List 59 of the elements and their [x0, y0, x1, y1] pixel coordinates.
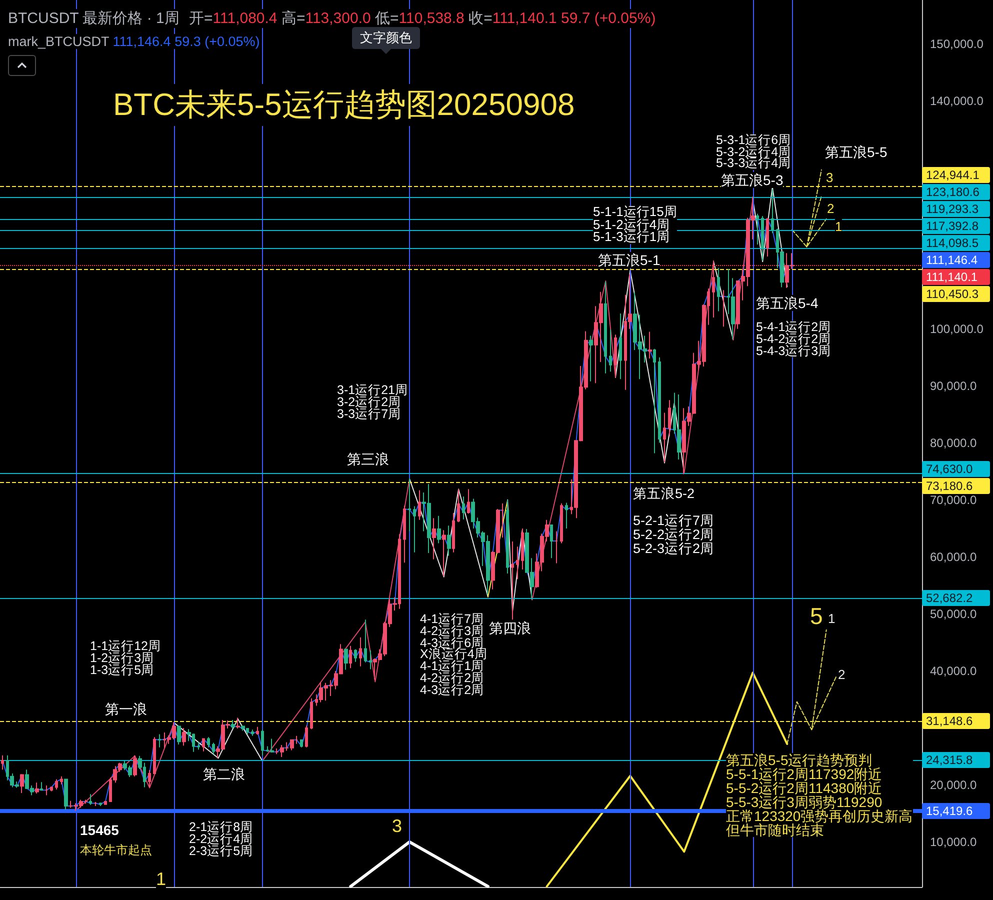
- y-tick-label: 50,000.0: [930, 606, 978, 621]
- text: BTC未来5-5运行趋势图20250908: [113, 84, 575, 126]
- annotation: 2: [838, 667, 846, 682]
- annotation: 第五浪5-1: [598, 252, 660, 268]
- annotation: 1-1运行12周 1-2运行3周 1-3运行5周: [90, 639, 161, 677]
- y-tick-label: 20,000.0: [930, 778, 978, 792]
- ref-line-label: 119,293.3: [922, 200, 990, 217]
- ref-line-label: 117,392.8: [922, 218, 990, 234]
- annotation: 第五浪5-5: [825, 144, 888, 160]
- annotation: 5-1-1运行15周 5-1-2运行4周 5-1-3运行1周: [593, 204, 677, 244]
- annotation: 1: [835, 219, 842, 234]
- annotation: 第一浪: [105, 701, 147, 717]
- annotation: 文字颜色: [352, 27, 420, 49]
- annotation: 1: [828, 611, 836, 626]
- ref-line-label: 74,630.0: [922, 460, 990, 477]
- ref-line-label: 114,098.5: [922, 234, 990, 251]
- ref-line-label: 15,419.6: [922, 802, 990, 819]
- y-tick-label: 70,000.0: [930, 492, 978, 507]
- y-tick-label: 150,000.0: [930, 36, 984, 51]
- ref-line-label: 123,180.6: [922, 184, 990, 200]
- ref-line-label: 24,315.8: [922, 752, 990, 768]
- y-tick-label: 60,000.0: [930, 550, 978, 564]
- annotation: 1: [156, 869, 166, 890]
- y-tick-label: 100,000.0: [930, 322, 984, 336]
- annotation: 2-1运行8周 2-2运行4周 2-3运行5周: [189, 820, 254, 858]
- annotation: 3-1运行21周 3-2运行2周 3-3运行7周: [337, 383, 408, 421]
- annotation: 5-4-1运行2周 5-4-2运行2周 5-4-3运行3周: [756, 320, 832, 358]
- y-tick-label: 90,000.0: [930, 378, 978, 393]
- annotation: 第五浪5-4: [756, 295, 818, 311]
- annotation: 5-3-1运行6周 5-3-2运行4周 5-3-3运行4周: [716, 133, 792, 170]
- ref-line-label: 111,140.1: [922, 268, 990, 285]
- annotation: 但牛市随时结束: [726, 822, 824, 838]
- annotation: 第三浪: [347, 451, 389, 467]
- annotation: 5-2-1运行7周 5-2-2运行2周 5-2-3运行2周: [633, 513, 714, 556]
- annotation: 3: [826, 170, 834, 185]
- annotation: 15465: [80, 822, 119, 838]
- text: 开=111,080.4 高=113,300.0 低=110,538.8 收=111,140.1 59.7 (+0.05%): [189, 10, 656, 27]
- ref-line-label: 124,944.1: [922, 166, 990, 183]
- annotation: 第四浪: [489, 620, 531, 636]
- annotation: 第五浪5-2: [633, 486, 695, 502]
- annotation: 3: [392, 816, 402, 837]
- annotation: 第五浪5-5运行趋势预判 5-5-1运行2周117392附近 5-5-2运行2周114380附近 5-5-3运行3周弱势119290 正常123320强势再创历史新高: [726, 752, 913, 824]
- ref-line-label: 110,450.3: [922, 286, 990, 302]
- annotation: 4-1运行7周 4-2运行3周 4-3运行6周 X浪运行4周 4-1运行1周 4-2运行2周 4-3运行2周: [420, 612, 488, 697]
- ref-line-label: 31,148.6: [922, 712, 990, 729]
- annotation: 本轮牛市起点: [80, 843, 152, 857]
- annotation: 5: [810, 603, 823, 629]
- text: BTCUSDT 最新价格 · 1周: [8, 9, 180, 28]
- annotation: 第五浪5-3: [721, 172, 784, 188]
- ref-line-label: 52,682.2: [922, 590, 990, 606]
- annotation: mark_BTCUSDT 111,146.4 59.3 (+0.05%): [8, 34, 260, 49]
- y-tick-label: 80,000.0: [930, 436, 978, 450]
- text: 111,146.4: [922, 252, 990, 268]
- y-tick-label: 140,000.0: [930, 94, 984, 108]
- annotation: 第二浪: [203, 766, 245, 782]
- y-tick-label: 10,000.0: [930, 834, 978, 849]
- ref-line-label: 73,180.6: [922, 478, 990, 494]
- annotation: 2: [827, 201, 834, 216]
- y-tick-label: 40,000.0: [930, 664, 978, 678]
